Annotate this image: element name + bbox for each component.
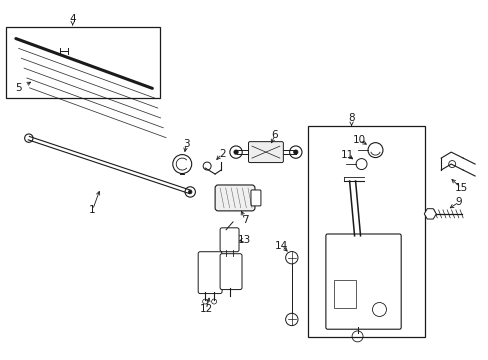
Text: 14: 14 xyxy=(275,241,288,251)
Text: 3: 3 xyxy=(183,139,189,149)
FancyBboxPatch shape xyxy=(325,234,400,329)
Text: 8: 8 xyxy=(347,113,354,123)
Bar xyxy=(6,27,160,98)
Circle shape xyxy=(233,150,238,154)
FancyBboxPatch shape xyxy=(220,228,239,252)
Text: 1: 1 xyxy=(89,205,96,215)
Text: 10: 10 xyxy=(352,135,366,145)
FancyBboxPatch shape xyxy=(220,254,242,289)
Text: 15: 15 xyxy=(454,183,467,193)
Text: 4: 4 xyxy=(69,14,76,24)
FancyBboxPatch shape xyxy=(248,141,283,163)
Text: 12: 12 xyxy=(199,305,212,315)
Text: 6: 6 xyxy=(271,130,278,140)
FancyBboxPatch shape xyxy=(250,190,261,206)
Circle shape xyxy=(188,190,192,194)
Bar xyxy=(333,280,355,307)
Text: 13: 13 xyxy=(237,235,250,245)
FancyBboxPatch shape xyxy=(215,185,254,211)
Text: 11: 11 xyxy=(340,150,353,160)
Text: 7: 7 xyxy=(241,215,248,225)
Text: 9: 9 xyxy=(455,197,462,207)
Bar xyxy=(307,126,425,337)
Text: 2: 2 xyxy=(218,149,225,159)
Circle shape xyxy=(293,150,297,154)
FancyBboxPatch shape xyxy=(198,252,222,293)
Text: 5: 5 xyxy=(16,84,22,93)
